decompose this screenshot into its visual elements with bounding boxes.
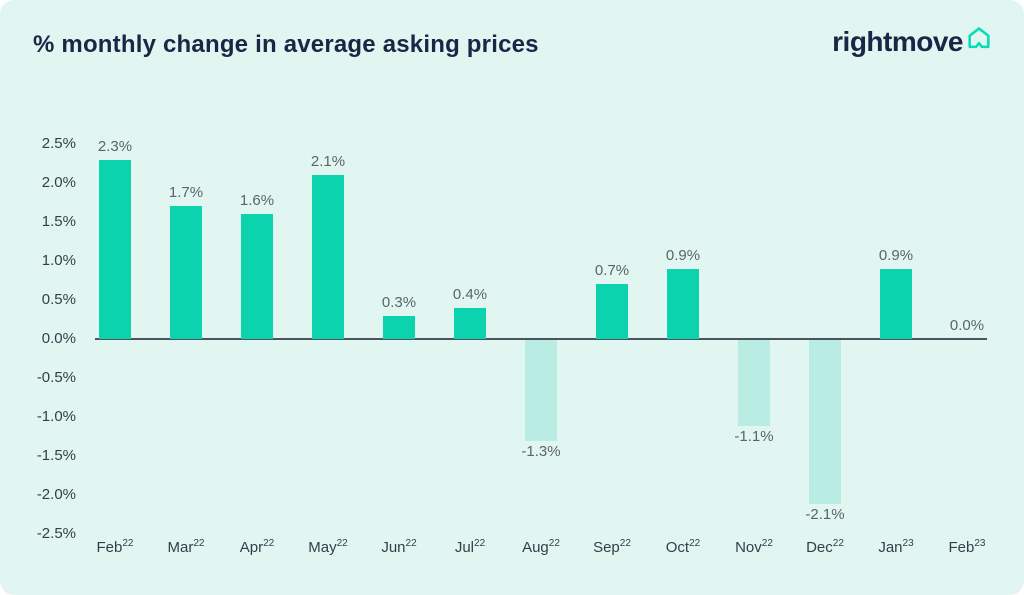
y-axis-tick-label: -1.5% <box>36 447 76 464</box>
y-axis-tick-label: 1.0% <box>41 252 76 269</box>
x-axis-label: Jun22 <box>359 538 439 558</box>
bar <box>738 340 770 426</box>
bar <box>241 214 273 339</box>
x-axis-month: Jul <box>454 539 475 556</box>
x-axis-year-superscript: 22 <box>405 538 417 549</box>
x-axis-month: Apr <box>239 539 264 556</box>
x-axis-label: Oct22 <box>643 538 723 558</box>
bar-value-label: 0.0% <box>949 317 985 334</box>
bar-value-label: 0.7% <box>594 262 630 280</box>
y-axis-tick-label: 2.5% <box>41 135 76 152</box>
x-axis-label: Jan23 <box>856 538 936 558</box>
bar <box>454 307 486 339</box>
house-icon-path <box>968 27 990 49</box>
y-axis-tick-label: -2.5% <box>36 525 76 542</box>
bar-value-label: 2.3% <box>97 137 133 155</box>
y-axis-tick-label: -1.0% <box>36 408 76 425</box>
x-axis-month: Feb <box>96 539 123 556</box>
x-axis-month: Jan <box>878 539 903 556</box>
bar-value-label: -2.1% <box>805 505 845 523</box>
x-axis-label: Dec22 <box>785 538 865 558</box>
y-axis-tick-label: 0.0% <box>41 330 76 347</box>
bar <box>880 268 912 339</box>
x-axis-year-superscript: 22 <box>689 538 701 549</box>
y-axis-tick-label: -0.5% <box>36 369 76 386</box>
bar-value-label: 1.6% <box>239 192 275 210</box>
x-axis-label: Aug22 <box>501 538 581 558</box>
bar-value-label: 2.1% <box>310 153 346 171</box>
bar <box>383 315 415 339</box>
x-axis-year-superscript: 23 <box>974 538 986 549</box>
x-axis-month: Mar <box>167 539 194 556</box>
x-axis-year-superscript: 22 <box>193 538 205 549</box>
rightmove-house-icon <box>968 27 990 49</box>
x-axis-year-superscript: 22 <box>619 538 631 549</box>
bar <box>596 284 628 339</box>
page-title: % monthly change in average asking price… <box>33 31 539 58</box>
x-axis-label: May22 <box>288 538 368 558</box>
bar-value-label: -1.3% <box>521 443 561 461</box>
x-axis-month: Jun <box>381 539 406 556</box>
bar-value-label: -1.1% <box>734 427 774 445</box>
x-axis-year-superscript: 23 <box>902 538 914 549</box>
x-axis-year-superscript: 22 <box>761 538 773 549</box>
bar-value-label: 0.4% <box>452 285 488 303</box>
x-axis-month: Feb <box>948 539 975 556</box>
bar-value-label: 0.9% <box>665 246 701 264</box>
x-axis-year-superscript: 22 <box>336 538 348 549</box>
bar <box>170 206 202 339</box>
x-axis-label: Jul22 <box>430 538 510 558</box>
zero-axis-line <box>95 338 987 340</box>
x-axis-year-superscript: 22 <box>548 538 560 549</box>
bar <box>667 268 699 339</box>
x-axis-month: Aug <box>522 539 549 556</box>
y-axis-tick-label: -2.0% <box>36 486 76 503</box>
y-axis-tick-label: 1.5% <box>41 213 76 230</box>
x-axis-label: Feb23 <box>927 538 1007 558</box>
bar-value-label: 0.9% <box>878 246 914 264</box>
bar <box>809 340 841 504</box>
rightmove-logo: rightmove <box>832 27 992 57</box>
x-axis-label: Nov22 <box>714 538 794 558</box>
bar <box>312 175 344 339</box>
x-axis-month: Sep <box>593 539 620 556</box>
x-axis-year-superscript: 22 <box>263 538 275 549</box>
x-axis-year-superscript: 22 <box>832 538 844 549</box>
x-axis-month: May <box>308 539 337 556</box>
bar-value-label: 0.3% <box>381 293 417 311</box>
x-axis-month: Nov <box>735 539 762 556</box>
x-axis-label: Sep22 <box>572 538 652 558</box>
x-axis-month: Oct <box>665 539 690 556</box>
x-axis-year-superscript: 22 <box>122 538 134 549</box>
x-axis-label: Apr22 <box>217 538 297 558</box>
x-axis-label: Mar22 <box>146 538 226 558</box>
bar <box>525 340 557 442</box>
bar-value-label: 1.7% <box>168 184 204 202</box>
bar <box>99 159 131 339</box>
y-axis-tick-label: 0.5% <box>41 291 76 308</box>
x-axis-month: Dec <box>806 539 833 556</box>
y-axis-tick-label: 2.0% <box>41 174 76 191</box>
rightmove-logo-text: rightmove <box>832 26 963 57</box>
x-axis-year-superscript: 22 <box>474 538 486 549</box>
x-axis-label: Feb22 <box>75 538 155 558</box>
